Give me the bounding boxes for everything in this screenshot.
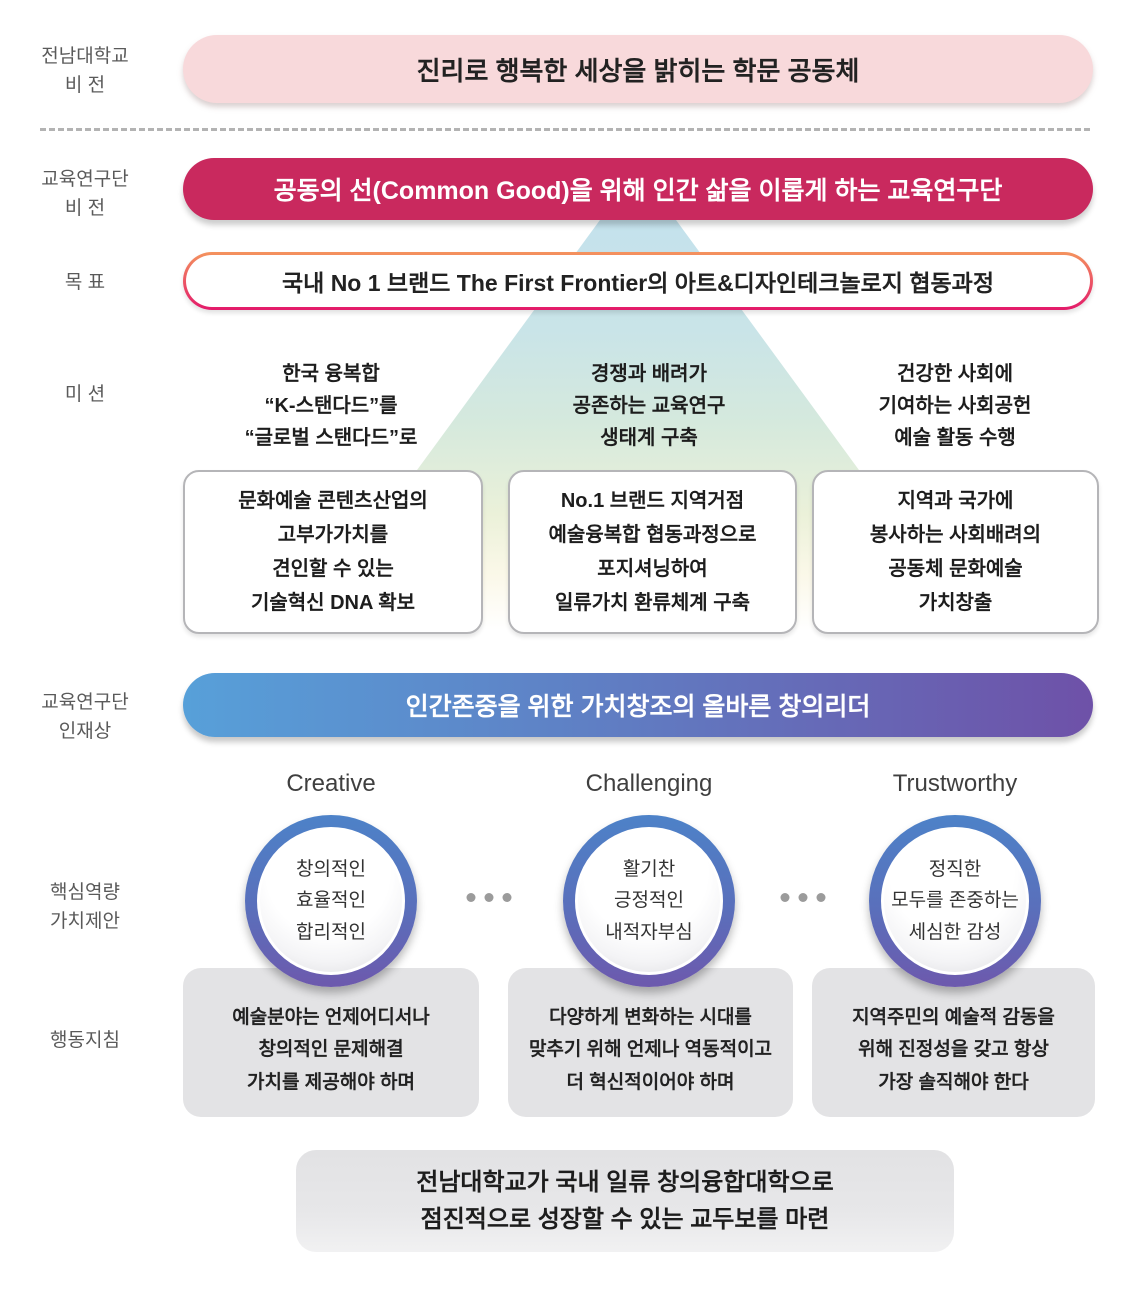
mission-headline-1: 한국 융복합 “K-스탠다드”를 “글로벌 스탠다드”로 [244, 363, 418, 449]
value-circle-creative: 창의적인 효율적인 합리적인 [245, 815, 417, 987]
goal-banner-text: 국내 No 1 브랜드 The First Frontier의 아트&디자인테크… [186, 255, 1090, 307]
value-title-challenging: Challenging [585, 770, 713, 797]
mission-headline-2: 경쟁과 배려가 공존하는 교육연구 생태계 구축 [572, 363, 726, 449]
rail-label-univ-vision: 전남대학교 비 전 [41, 46, 129, 97]
footer-summary-box: 전남대학교가 국내 일류 창의융합대학으로 점진적으로 성장할 수 있는 교두보… [296, 1150, 954, 1252]
rail-label-injaesang: 교육연구단 인재상 [41, 692, 129, 743]
rail-label-action: 행동지침 [50, 1030, 120, 1051]
univ-vision-banner: 진리로 행복한 세상을 밝히는 학문 공동체 [183, 35, 1093, 103]
rail-label-dan-vision: 교육연구단 비 전 [41, 169, 129, 220]
value-title-creative: Creative [286, 770, 376, 797]
rail-label-mission: 미 션 [64, 384, 106, 405]
injaesang-banner: 인간존중을 위한 가치창조의 올바른 창의리더 [183, 673, 1093, 737]
value-circle-trustworthy: 정직한 모두를 존중하는 세심한 감성 [869, 815, 1041, 987]
rail-label-goal: 목 표 [64, 272, 106, 293]
mission-box-1: 문화예술 콘텐츠산업의 고부가가치를 견인할 수 있는 기술혁신 DNA 확보 [183, 470, 483, 634]
mission-headline-3: 건강한 사회에 기여하는 사회공헌 예술 활동 수행 [878, 363, 1032, 449]
value-circle-creative-text: 창의적인 효율적인 합리적인 [257, 827, 405, 975]
ellipsis-dots-right [780, 893, 826, 902]
value-circle-challenging: 활기찬 긍정적인 내적자부심 [563, 815, 735, 987]
value-circle-challenging-text: 활기찬 긍정적인 내적자부심 [575, 827, 723, 975]
value-title-trustworthy: Trustworthy [892, 770, 1018, 797]
value-circle-trustworthy-text: 정직한 모두를 존중하는 세심한 감성 [881, 827, 1029, 975]
ellipsis-dots-left [466, 893, 512, 902]
mission-box-3: 지역과 국가에 봉사하는 사회배려의 공동체 문화예술 가치창출 [812, 470, 1099, 634]
action-box-2: 다양하게 변화하는 시대를 맞추기 위해 언제나 역동적이고 더 혁신적이어야 … [508, 968, 793, 1117]
dan-vision-banner: 공동의 선(Common Good)을 위해 인간 삶을 이롭게 하는 교육연구… [183, 158, 1093, 220]
dashed-divider [40, 128, 1090, 131]
rail-label-core-value: 핵심역량 가치제안 [50, 882, 120, 933]
goal-banner: 국내 No 1 브랜드 The First Frontier의 아트&디자인테크… [183, 252, 1093, 310]
action-box-1: 예술분야는 언제어디서나 창의적인 문제해결 가치를 제공해야 하며 [183, 968, 479, 1117]
mission-box-2: No.1 브랜드 지역거점 예술융복합 협동과정으로 포지셔닝하여 일류가치 환… [508, 470, 797, 634]
action-box-3: 지역주민의 예술적 감동을 위해 진정성을 갖고 항상 가장 솔직해야 한다 [812, 968, 1095, 1117]
